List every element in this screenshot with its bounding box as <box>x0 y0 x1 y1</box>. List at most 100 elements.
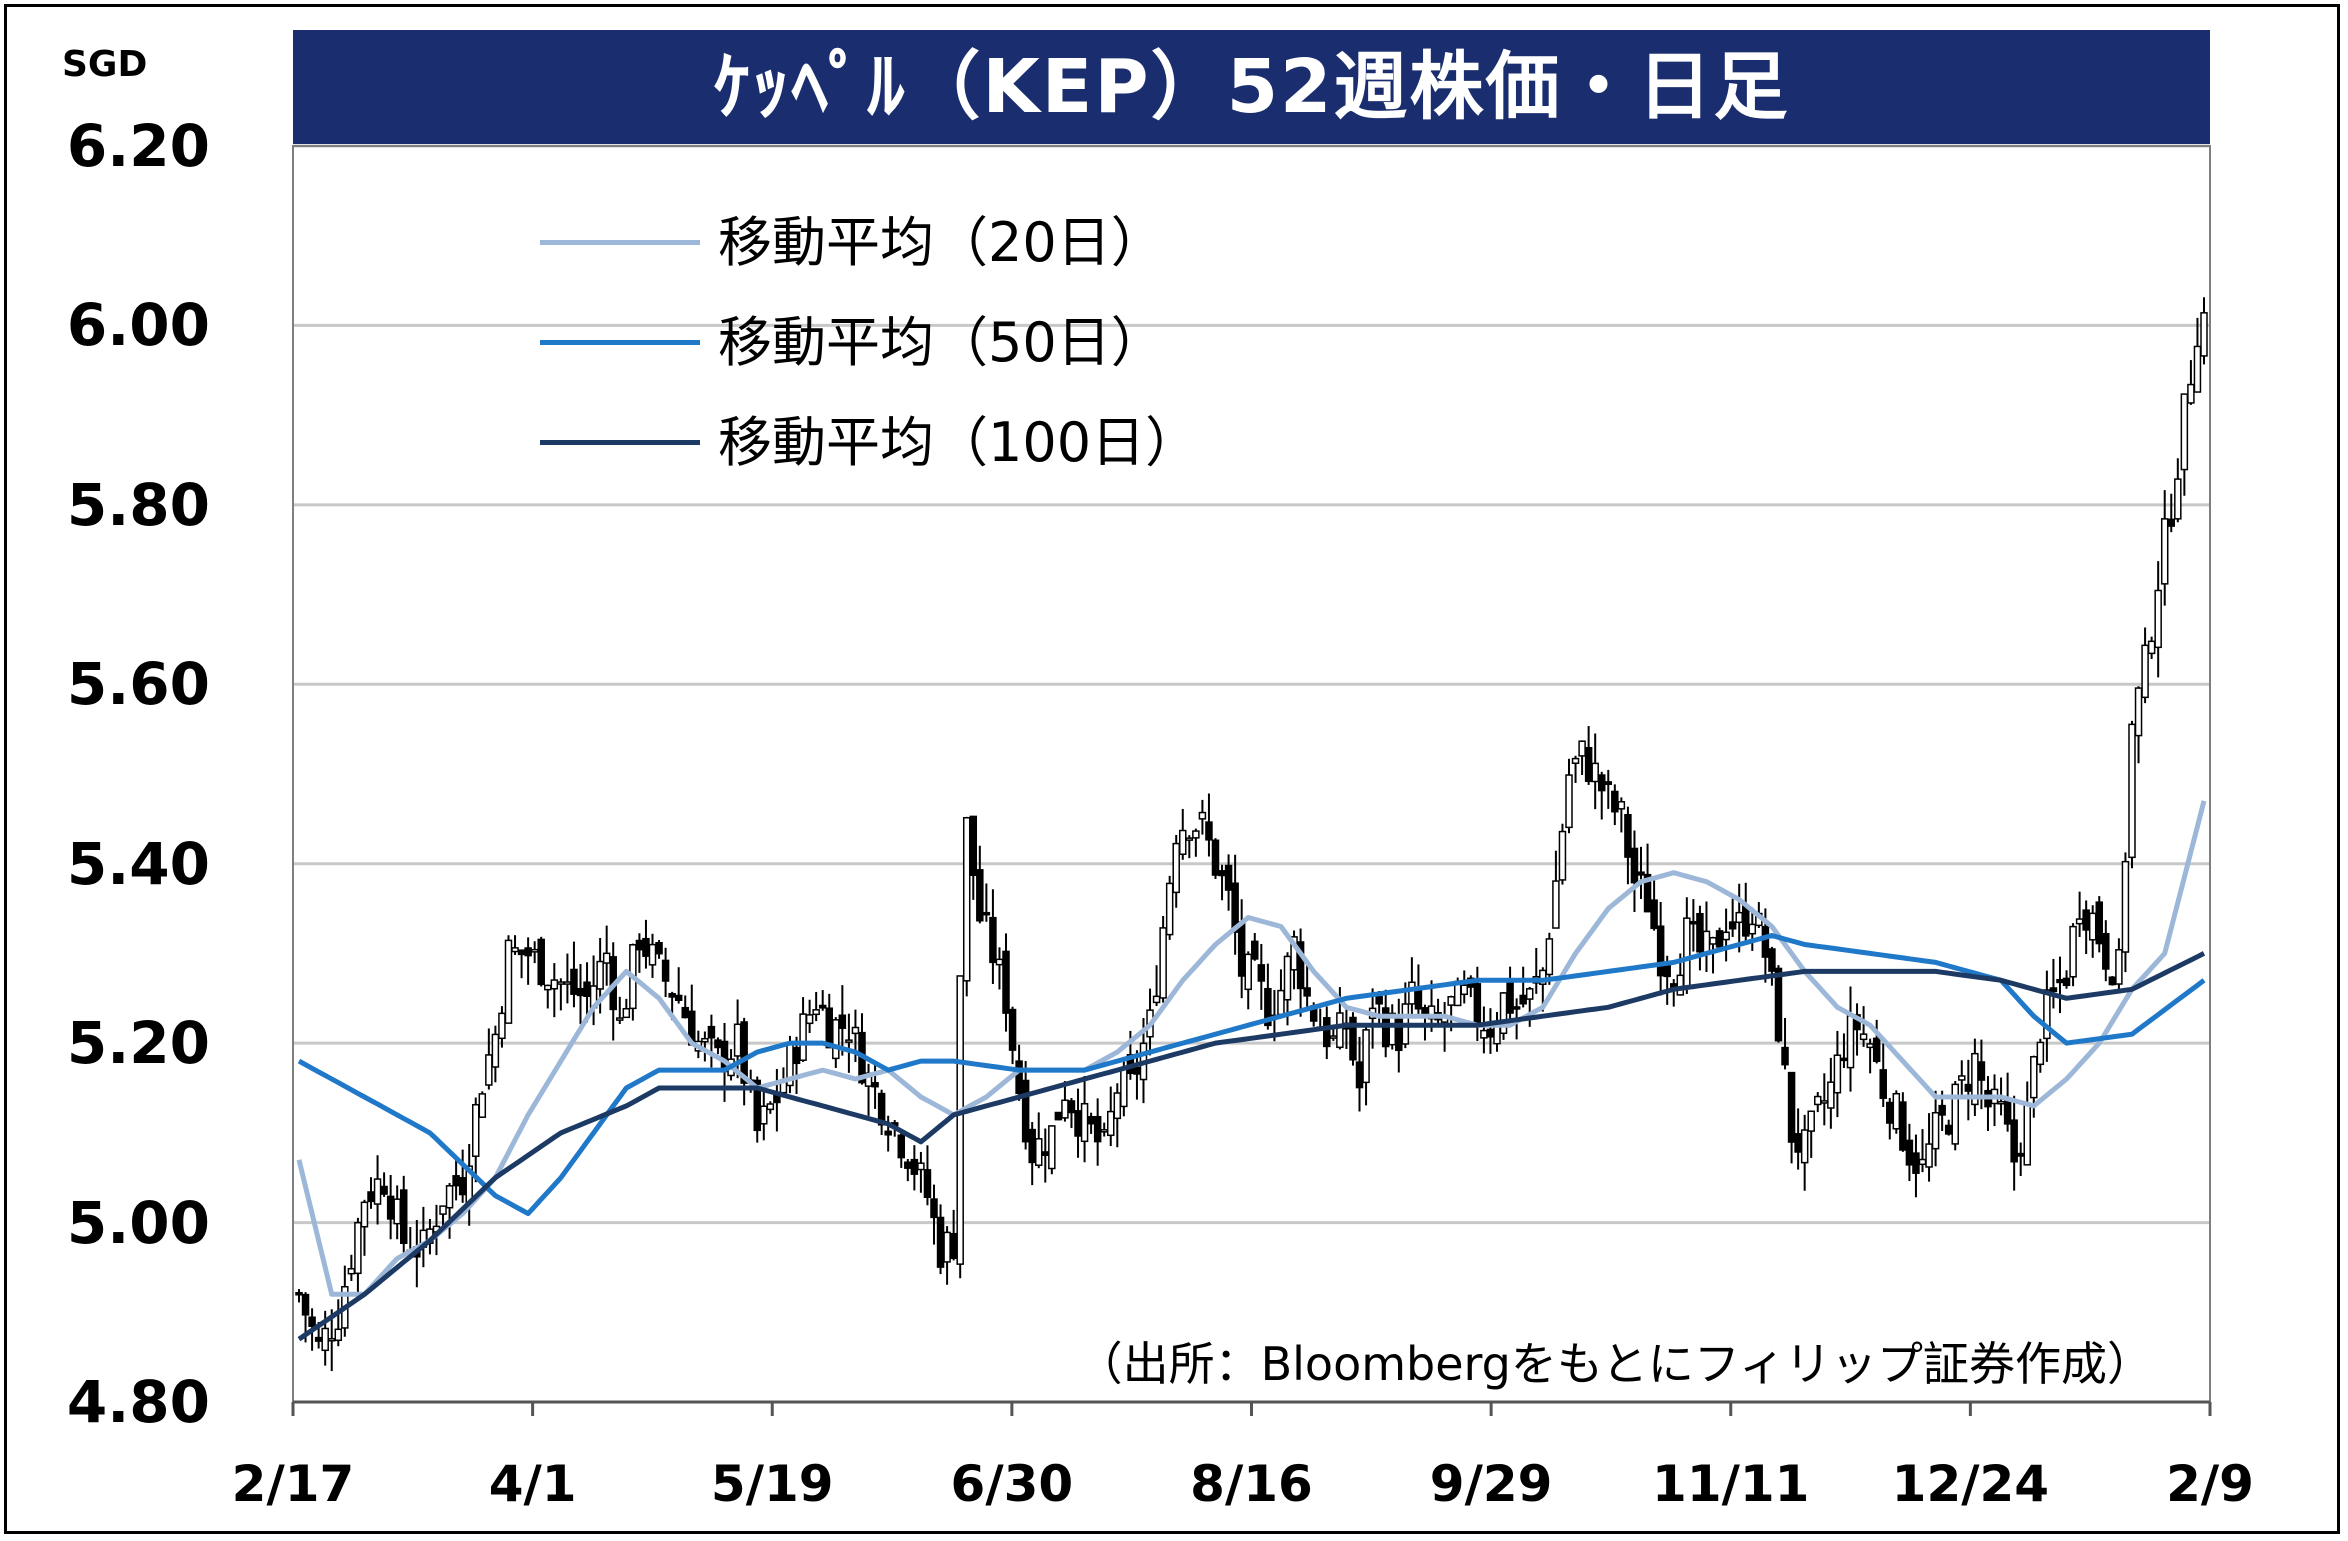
candle-body <box>360 1201 369 1228</box>
candle-body <box>596 960 604 990</box>
candle-body <box>524 947 532 957</box>
candle-body <box>956 975 964 1265</box>
candle-body <box>1872 1037 1881 1063</box>
candle-body <box>1002 950 1010 1014</box>
candle-body <box>1093 1115 1102 1143</box>
candle-body <box>930 1198 938 1219</box>
candle-body <box>2102 932 2110 970</box>
candle-body <box>1179 829 1187 855</box>
candle-body <box>1794 1133 1802 1153</box>
candle-body <box>1565 774 1573 829</box>
candle-body <box>845 1039 853 1043</box>
candle-body <box>1931 1111 1940 1150</box>
candle-body <box>976 869 984 922</box>
candle-body <box>2154 589 2162 649</box>
candle-body <box>1689 920 1698 925</box>
candle-body <box>1774 967 1783 1042</box>
candle-body <box>472 1103 480 1157</box>
candle-body <box>314 1336 323 1342</box>
candle-body <box>1951 1083 1959 1145</box>
candle-body <box>1742 905 1750 937</box>
candle-body <box>1781 1046 1789 1066</box>
candle-body <box>1676 974 1685 996</box>
x-tick-label: 2/9 <box>2166 1455 2254 1513</box>
x-tick-label: 8/16 <box>1190 1455 1313 1513</box>
candle-body <box>1827 1081 1835 1109</box>
candle-body <box>1460 984 1469 996</box>
candle-body <box>1264 987 1272 1027</box>
candle-body <box>1709 936 1717 945</box>
legend-swatch-ma20 <box>540 240 700 245</box>
candle-body <box>1938 1104 1946 1116</box>
candle-body <box>1807 1110 1815 1132</box>
candle-body <box>2147 640 2156 655</box>
candle-body <box>1015 1060 1023 1095</box>
candle-body <box>1211 839 1220 876</box>
candle-body <box>832 1019 840 1060</box>
candle-body <box>1814 1095 1822 1106</box>
candle-body <box>1054 1111 1063 1121</box>
candle-body <box>1925 1143 1933 1168</box>
x-tick-label: 12/24 <box>1891 1455 2050 1513</box>
candle-body <box>1061 1099 1069 1119</box>
candle-body <box>1021 1079 1030 1143</box>
chart-title: ｹｯﾍﾟﾙ（KEP）52週株価・日足 <box>293 30 2210 144</box>
candle-body <box>1958 1075 1966 1081</box>
legend-label-ma20: 移動平均（20日） <box>718 211 1165 274</box>
y-tick-label: 5.00 <box>66 1188 210 1257</box>
candle-body <box>799 1013 807 1061</box>
candle-body <box>1584 746 1593 783</box>
candle-body <box>2088 912 2097 941</box>
candle-body <box>439 1205 447 1215</box>
candle-body <box>308 1316 316 1327</box>
candle-body <box>1224 864 1233 891</box>
candle-body <box>537 938 545 986</box>
candle-body <box>576 987 585 997</box>
y-tick-label: 6.00 <box>66 291 210 360</box>
candle-body <box>1859 1033 1868 1041</box>
candle-body <box>753 1079 761 1132</box>
candle-body <box>1120 1067 1128 1108</box>
candle-body <box>1604 781 1613 785</box>
candle-body <box>2082 909 2090 931</box>
candle-body <box>1617 801 1626 810</box>
candle-body <box>792 1046 801 1065</box>
candle-body <box>1336 1012 1344 1049</box>
x-tick-label: 4/1 <box>488 1455 577 1513</box>
candle-body <box>1349 1016 1357 1061</box>
candle-body <box>681 1006 689 1019</box>
source-note: （出所：Bloombergをもとにフィリップ証券作成） <box>1076 1337 2153 1391</box>
candle-body <box>1362 1029 1370 1084</box>
candle-body <box>1944 1124 1953 1135</box>
candle-body <box>1414 990 1423 1010</box>
candle-body <box>1486 1028 1495 1038</box>
candle-body <box>989 916 997 964</box>
candle-body <box>1964 1083 1973 1092</box>
candle-body <box>327 1338 336 1342</box>
candle-body <box>511 947 519 953</box>
candle-body <box>478 1093 487 1118</box>
candle-body <box>563 981 572 985</box>
candle-body <box>1728 921 1737 930</box>
candle-body <box>367 1191 375 1203</box>
candle-body <box>2062 977 2071 987</box>
ma100-line <box>297 951 2206 1342</box>
plot-area <box>292 145 2211 1403</box>
candle-body <box>1912 1152 1920 1174</box>
x-tick-label: 6/30 <box>950 1455 1074 1513</box>
y-tick-label: 5.40 <box>66 829 210 898</box>
candle-body <box>544 984 552 991</box>
legend-swatch-ma100 <box>540 440 700 445</box>
candle-body <box>1447 996 1455 1006</box>
candle-body <box>917 1162 925 1171</box>
candle-body <box>2036 1041 2045 1066</box>
candle-body <box>1846 1015 1855 1069</box>
candle-body <box>1722 931 1730 941</box>
candle-body <box>583 981 591 998</box>
candle-body <box>2121 860 2130 953</box>
candle-body <box>1237 921 1246 977</box>
candle-body <box>622 1007 631 1019</box>
candle-body <box>635 939 644 951</box>
candle-body <box>1696 912 1704 953</box>
